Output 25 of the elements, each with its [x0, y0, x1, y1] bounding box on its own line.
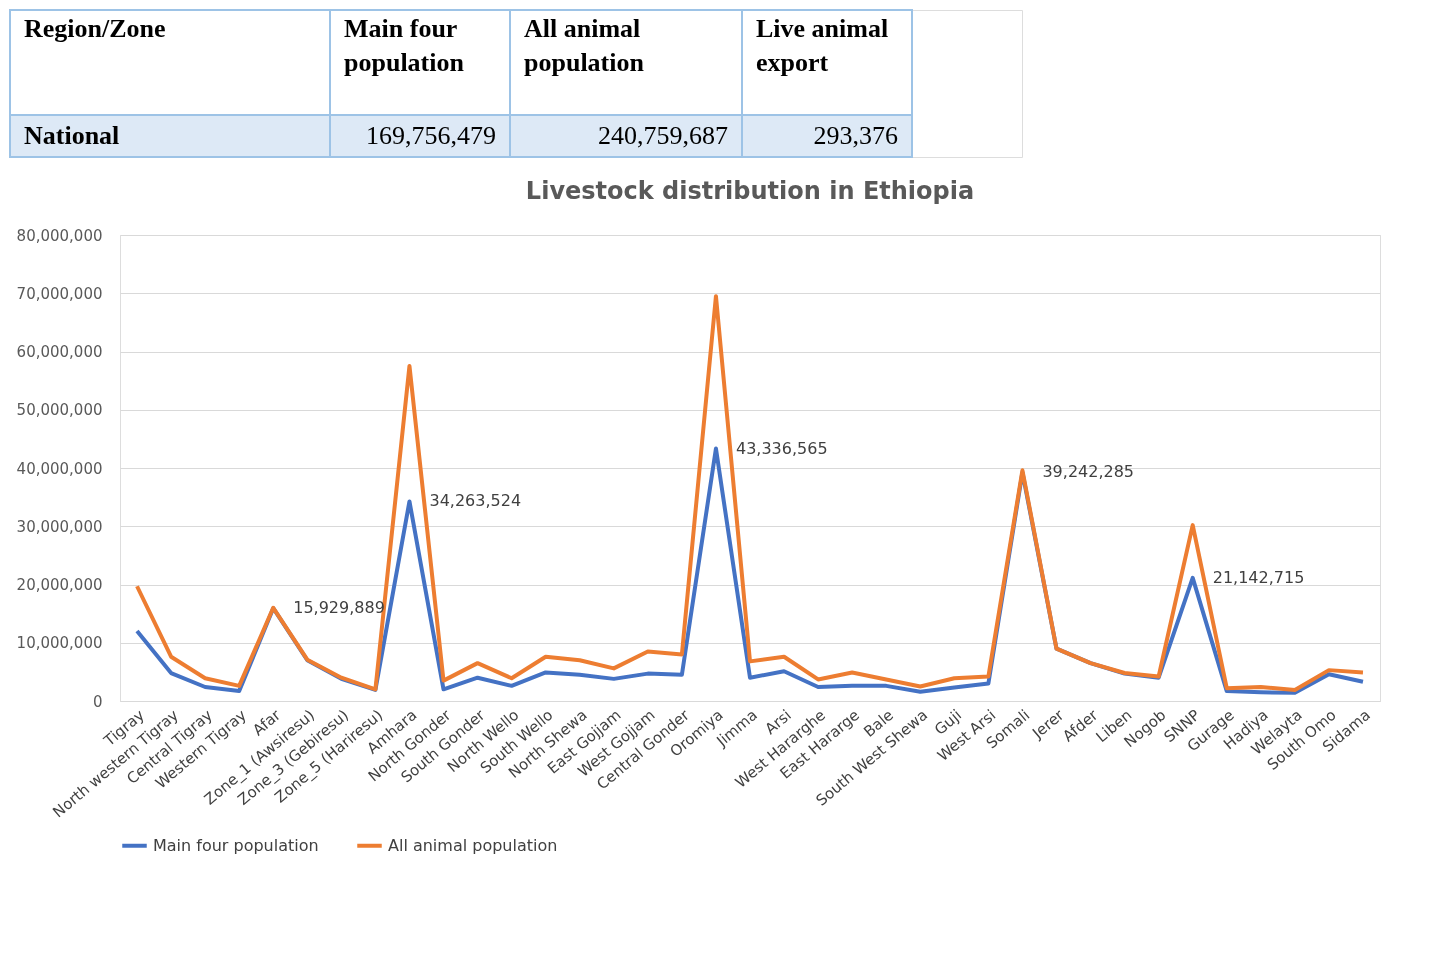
chart-title: Livestock distribution in Ethiopia — [525, 177, 975, 205]
line-series — [135, 294, 1365, 692]
y-tick-label: 80,000,000 — [16, 226, 103, 245]
text: 169,756,479 — [366, 121, 496, 150]
category-label: National — [24, 121, 120, 150]
y-tick-label: 70,000,000 — [16, 284, 103, 303]
data-label: 21,142,715 — [1212, 567, 1305, 587]
category-label: Region/Zone — [24, 14, 166, 43]
category-label: Main four population — [344, 14, 465, 77]
category-label: All animal population — [524, 14, 645, 77]
y-tick-label: 40,000,000 — [16, 459, 103, 478]
data-label: 43,336,565 — [735, 438, 828, 458]
legend-label: All animal population — [388, 835, 558, 855]
text: 240,759,687 — [598, 121, 728, 150]
category-label: Live animal export — [756, 14, 889, 77]
y-tick-label: 10,000,000 — [16, 634, 103, 653]
y-tick-label: 20,000,000 — [16, 576, 103, 594]
data-label: 34,263,524 — [429, 491, 522, 511]
text: 293,376 — [813, 121, 898, 150]
y-tick-label: 60,000,000 — [16, 343, 103, 361]
data-label: 39,242,285 — [1042, 462, 1135, 482]
legend-label: Main four population — [153, 835, 319, 855]
y-tick-label: 50,000,000 — [16, 401, 103, 420]
y-tick-label: 0 — [92, 692, 103, 711]
y-tick-label: 30,000,000 — [16, 517, 103, 536]
